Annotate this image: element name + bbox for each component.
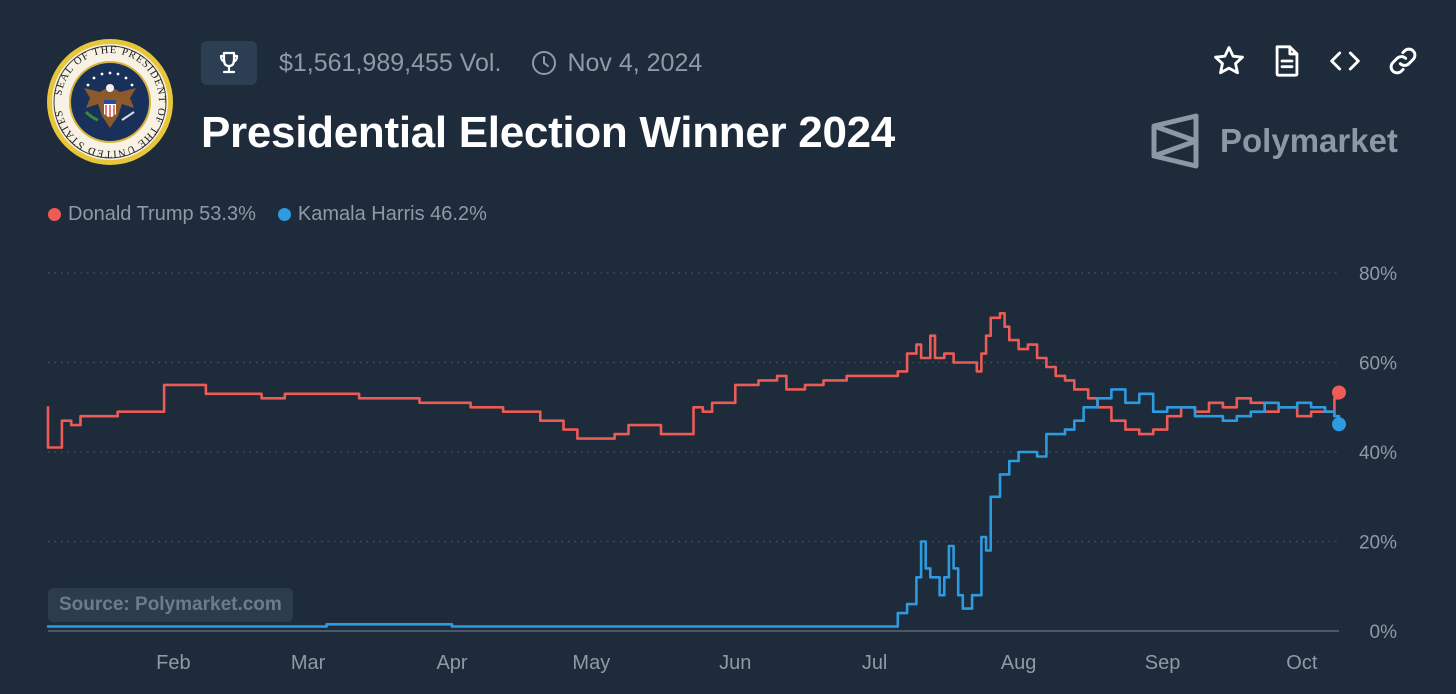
date-text: Nov 4, 2024	[567, 48, 703, 77]
chart-legend: Donald Trump 53.3% Kamala Harris 46.2%	[48, 203, 487, 226]
x-tick-label: Oct	[1286, 652, 1318, 674]
source-watermark: Source: Polymarket.com	[48, 588, 293, 622]
link-icon	[1389, 47, 1417, 75]
x-tick-label: Mar	[291, 652, 326, 674]
y-tick-label: 0%	[1370, 622, 1398, 643]
document-icon	[1275, 45, 1299, 77]
y-tick-label: 80%	[1359, 264, 1397, 285]
trophy-badge[interactable]	[201, 41, 257, 85]
legend-item-harris[interactable]: Kamala Harris 46.2%	[277, 203, 487, 226]
copy-link-button[interactable]	[1384, 42, 1422, 80]
x-tick-label: Jul	[862, 652, 888, 674]
document-button[interactable]	[1268, 42, 1306, 80]
y-tick-label: 60%	[1359, 354, 1397, 375]
legend-label-trump: Donald Trump 53.3%	[68, 203, 256, 225]
polymarket-brand: Polymarket	[1150, 112, 1398, 170]
clock-icon	[532, 51, 557, 75]
series-endpoint-kamala-harris	[1332, 417, 1346, 432]
presidential-seal-logo: SEAL OF THE PRESIDENT OF THE UNITED STAT…	[47, 39, 173, 165]
brand-name: Polymarket	[1220, 122, 1398, 159]
action-toolbar	[1210, 42, 1422, 80]
probability-line-chart[interactable]: 0% 20% 40% 60% 80% Feb Mar Apr May Jun Jul Aug Sep Oc…	[0, 240, 1456, 694]
legend-dot-harris	[277, 208, 291, 221]
trophy-icon	[219, 51, 239, 74]
legend-item-trump[interactable]: Donald Trump 53.3%	[48, 203, 256, 226]
favorite-button[interactable]	[1210, 42, 1248, 80]
legend-label-harris: Kamala Harris 46.2%	[297, 203, 487, 225]
embed-button[interactable]	[1326, 42, 1364, 80]
code-icon	[1330, 51, 1360, 71]
x-tick-label: Aug	[1001, 652, 1037, 674]
series-line-donald-trump	[46, 312, 1341, 449]
legend-dot-trump	[48, 208, 61, 221]
y-tick-label: 20%	[1359, 533, 1397, 554]
series-line-kamala-harris	[46, 388, 1341, 628]
series-endpoint-donald-trump	[1332, 385, 1346, 400]
y-tick-label: 40%	[1359, 443, 1397, 464]
x-tick-label: Apr	[436, 652, 467, 674]
market-meta-row: $1,561,989,455 Vol. Nov 4, 2024	[201, 40, 702, 86]
x-tick-label: Feb	[156, 652, 190, 674]
page-title: Presidential Election Winner 2024	[201, 108, 895, 157]
star-icon	[1214, 46, 1244, 75]
volume-text: $1,561,989,455 Vol.	[279, 48, 502, 77]
x-tick-label: Jun	[719, 652, 751, 674]
x-tick-label: Sep	[1145, 652, 1181, 674]
x-tick-label: May	[572, 652, 610, 674]
polymarket-logo-icon	[1151, 113, 1199, 169]
end-date: Nov 4, 2024	[531, 49, 702, 78]
